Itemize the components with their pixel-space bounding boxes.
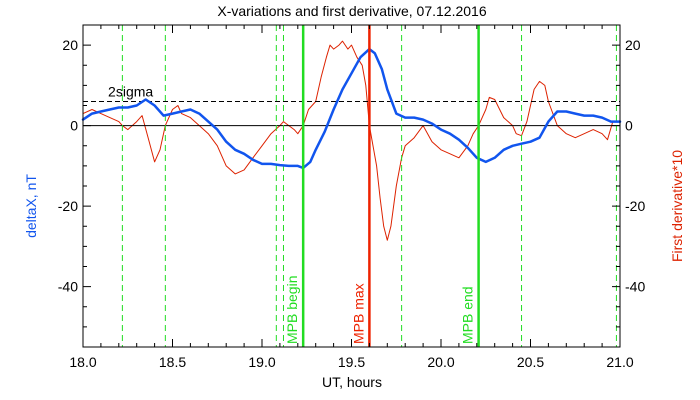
x-tick-label-6: 21.0	[606, 354, 633, 370]
y-tick-label-right-2: -20	[625, 198, 645, 214]
chart-title: X-variations and first derivative, 07.12…	[217, 3, 486, 19]
x-tick-label-5: 20.5	[517, 354, 544, 370]
y-tick-label-right-0: 20	[625, 37, 641, 53]
deltax-series	[81, 47, 622, 170]
threshold-label: 2sigma	[108, 83, 153, 99]
y-tick-label-right-1: 0	[625, 118, 633, 134]
axes: 18.0 18.5 19.0 19.5 20.0 20.5 21.0 20 20 0 0 -20 -20…	[58, 24, 645, 370]
y-tick-label-left-2: -20	[58, 198, 78, 214]
event-lines: MPB begin MPB max MPB end	[284, 25, 480, 347]
x-tick-label-3: 19.5	[338, 354, 365, 370]
event-label-1: MPB max	[350, 283, 366, 344]
y-tick-label-left-1: 0	[70, 118, 78, 134]
x-tick-label-2: 19.0	[248, 354, 275, 370]
x-axis-label: UT, hours	[322, 374, 382, 390]
guide-lines	[83, 25, 620, 347]
x-tick-label-4: 20.0	[427, 354, 454, 370]
y-tick-label-right-3: -40	[625, 279, 645, 295]
y-tick-label-left-3: -40	[58, 279, 78, 295]
y-tick-label-left-0: 20	[62, 37, 78, 53]
x-tick-label-1: 18.5	[159, 354, 186, 370]
series-line-deltax	[81, 47, 622, 170]
event-label-0: MPB begin	[284, 276, 300, 344]
event-label-2: MPB end	[460, 286, 476, 344]
x-tick-label-0: 18.0	[69, 354, 96, 370]
y-axis-label-left: deltaX, nT	[23, 174, 39, 238]
y-axis-label-right: First derivative*10	[669, 150, 685, 262]
